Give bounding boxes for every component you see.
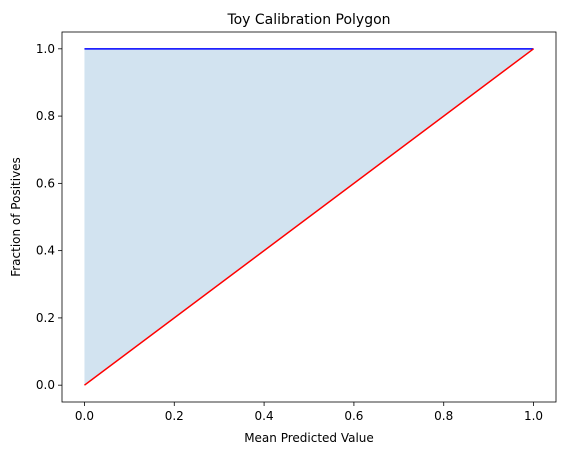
axis-ticks: 0.0 0.2 0.4 0.6 0.8 1.0 0.0 0.2 0.4 0.6 0.8 1.0 (36, 42, 543, 423)
y-tick-label: 0.2 (36, 311, 55, 325)
plot-frame (61, 31, 557, 403)
x-tick-label: 1.0 (524, 409, 543, 423)
x-axis-label: Mean Predicted Value (244, 431, 374, 445)
y-axis-label: Fraction of Positives (9, 157, 23, 277)
y-tick-label: 0.0 (36, 378, 55, 392)
y-tick-label: 0.4 (36, 244, 55, 258)
x-tick-label: 0.2 (165, 409, 184, 423)
series-line-1 (84, 48, 534, 386)
y-tick-label: 1.0 (36, 42, 55, 56)
y-tick-label: 0.6 (36, 176, 55, 190)
x-tick-label: 0.8 (434, 409, 453, 423)
plot-area (84, 48, 534, 386)
x-tick-label: 0.6 (344, 409, 363, 423)
x-tick-label: 0.0 (75, 409, 94, 423)
x-tick-label: 0.4 (255, 409, 274, 423)
y-tick-label: 0.8 (36, 109, 55, 123)
chart-title: Toy Calibration Polygon (226, 12, 390, 28)
